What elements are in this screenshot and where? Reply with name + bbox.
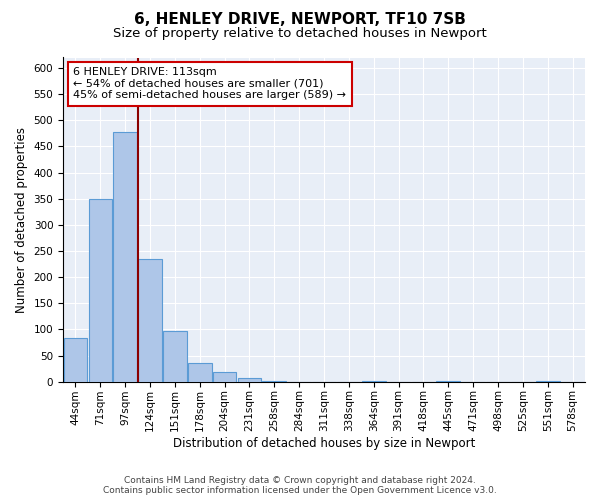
Bar bbox=[113, 132, 137, 382]
Bar bbox=[362, 380, 386, 382]
Bar bbox=[213, 372, 236, 382]
Bar bbox=[188, 364, 212, 382]
Bar bbox=[89, 198, 112, 382]
Bar bbox=[64, 338, 87, 382]
Bar bbox=[436, 381, 460, 382]
Bar bbox=[138, 259, 162, 382]
Text: Contains HM Land Registry data © Crown copyright and database right 2024.
Contai: Contains HM Land Registry data © Crown c… bbox=[103, 476, 497, 495]
Text: 6, HENLEY DRIVE, NEWPORT, TF10 7SB: 6, HENLEY DRIVE, NEWPORT, TF10 7SB bbox=[134, 12, 466, 28]
Text: 6 HENLEY DRIVE: 113sqm
← 54% of detached houses are smaller (701)
45% of semi-de: 6 HENLEY DRIVE: 113sqm ← 54% of detached… bbox=[73, 67, 346, 100]
Bar bbox=[262, 380, 286, 382]
Bar bbox=[238, 378, 261, 382]
X-axis label: Distribution of detached houses by size in Newport: Distribution of detached houses by size … bbox=[173, 437, 475, 450]
Bar bbox=[536, 381, 560, 382]
Bar bbox=[163, 331, 187, 382]
Y-axis label: Number of detached properties: Number of detached properties bbox=[15, 126, 28, 312]
Text: Size of property relative to detached houses in Newport: Size of property relative to detached ho… bbox=[113, 28, 487, 40]
